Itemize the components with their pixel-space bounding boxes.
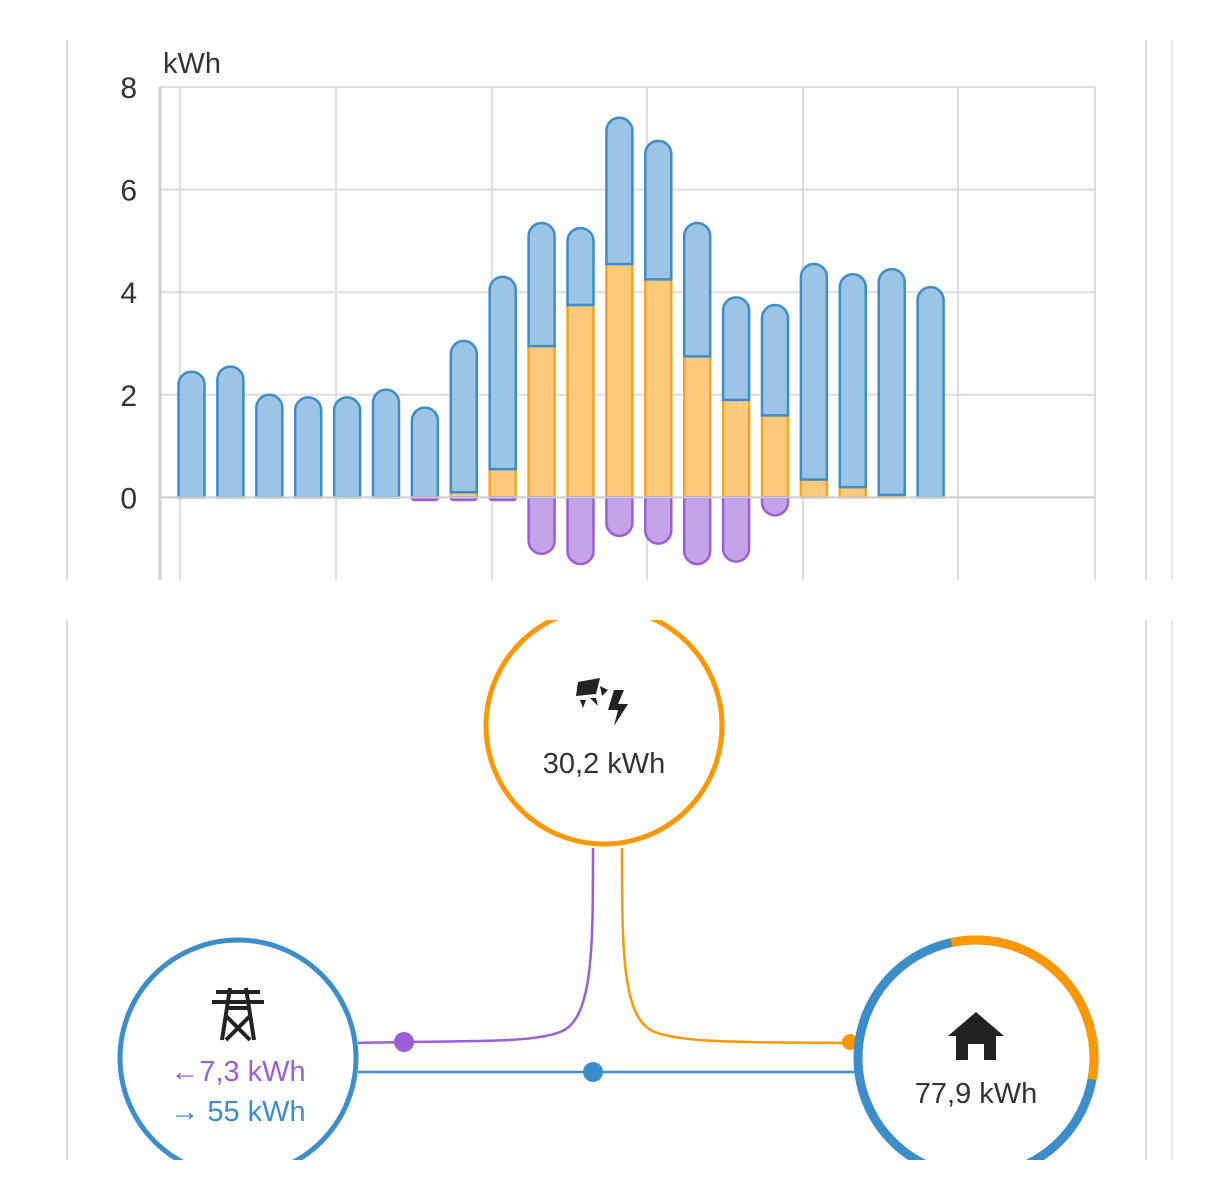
y-tick-label: 0 bbox=[120, 482, 137, 515]
bar-solar-segment bbox=[566, 303, 595, 499]
y-axis-unit-label: kWh bbox=[163, 48, 221, 80]
bar-return-segment bbox=[721, 496, 751, 563]
solar-flow-dot bbox=[842, 1034, 858, 1050]
bar-grid-segment bbox=[488, 275, 517, 471]
y-tick-label: 6 bbox=[120, 175, 137, 208]
bar-return-segment bbox=[644, 496, 673, 545]
bar-solar-segment bbox=[721, 398, 751, 499]
bar-grid-segment bbox=[449, 339, 479, 494]
y-tick-label: 8 bbox=[120, 72, 137, 105]
bar-grid-segment bbox=[682, 221, 712, 358]
energy-flow-diagram bbox=[117, 620, 1099, 1160]
bar-solar-segment bbox=[605, 262, 634, 499]
home-value: 77,9 kWh bbox=[914, 1078, 1038, 1110]
bar-solar-segment bbox=[760, 414, 790, 499]
bar-return-segment bbox=[760, 496, 790, 517]
return-flow-dot bbox=[394, 1032, 414, 1052]
bar-grid-segment bbox=[721, 296, 751, 402]
bar-solar-segment bbox=[527, 344, 556, 499]
bar-return-segment bbox=[566, 496, 595, 566]
solar-to-grid-flow bbox=[357, 847, 595, 1045]
solar-value: 30,2 kWh bbox=[542, 748, 666, 780]
card-border-left bbox=[66, 620, 68, 1160]
grid-consumption-value: → 55 kWh bbox=[138, 1096, 338, 1129]
grid-flow-dot bbox=[583, 1062, 603, 1082]
home-solar-share-arc bbox=[950, 935, 1099, 1081]
bar-return-segment bbox=[605, 496, 634, 538]
grid-return-value: ←7,3 kWh bbox=[138, 1056, 338, 1089]
bar-solar-segment bbox=[644, 278, 673, 499]
bar-return-segment bbox=[682, 496, 712, 566]
scroll-edge bbox=[1171, 40, 1173, 580]
card-border-right bbox=[1145, 620, 1147, 1160]
home-icon bbox=[948, 1012, 1004, 1060]
bar-grid-segment bbox=[527, 221, 556, 348]
bar-grid-segment bbox=[177, 370, 206, 499]
bar-grid-segment bbox=[332, 396, 362, 499]
bar-solar-segment bbox=[799, 478, 829, 499]
transmission-tower-icon bbox=[212, 987, 264, 1042]
card-border-right bbox=[1145, 40, 1147, 580]
bar-grid-segment bbox=[410, 406, 440, 499]
solar-node-circle[interactable] bbox=[483, 620, 725, 847]
bar-grid-segment bbox=[916, 285, 945, 499]
bar-return-segment bbox=[527, 496, 556, 556]
card-border-left bbox=[66, 40, 68, 580]
bar-grid-segment bbox=[371, 388, 401, 499]
bar-grid-segment bbox=[799, 262, 829, 481]
bar-solar-segment bbox=[488, 467, 517, 499]
energy-distribution-card: 30,2 kWh ←7,3 kWh → 55 kWh 77,9 kWh bbox=[40, 620, 1173, 1160]
bar-grid-segment bbox=[216, 365, 245, 499]
bar-grid-segment bbox=[293, 396, 323, 499]
arrow-left-icon: ← bbox=[170, 1056, 200, 1088]
grid-consumption-label: 55 kWh bbox=[207, 1096, 306, 1128]
y-tick-label: 4 bbox=[120, 277, 137, 310]
solar-to-home-flow bbox=[620, 847, 856, 1045]
bar-solar-segment bbox=[838, 485, 868, 499]
grid-node-circle[interactable] bbox=[117, 937, 359, 1160]
bar-grid-segment bbox=[760, 303, 790, 417]
bar-grid-segment bbox=[877, 267, 906, 497]
scroll-edge bbox=[1171, 620, 1173, 1160]
grid-return-label: 7,3 kWh bbox=[199, 1056, 306, 1088]
bar-grid-segment bbox=[838, 272, 868, 489]
bar-grid-segment bbox=[255, 393, 284, 499]
bar-grid-segment bbox=[605, 116, 634, 266]
arrow-right-icon: → bbox=[170, 1096, 200, 1128]
bar-grid-segment bbox=[566, 226, 595, 307]
bar-solar-segment bbox=[682, 355, 712, 499]
solar-power-icon bbox=[576, 678, 628, 726]
bar-grid-segment bbox=[644, 139, 673, 281]
y-tick-label: 2 bbox=[120, 380, 137, 413]
